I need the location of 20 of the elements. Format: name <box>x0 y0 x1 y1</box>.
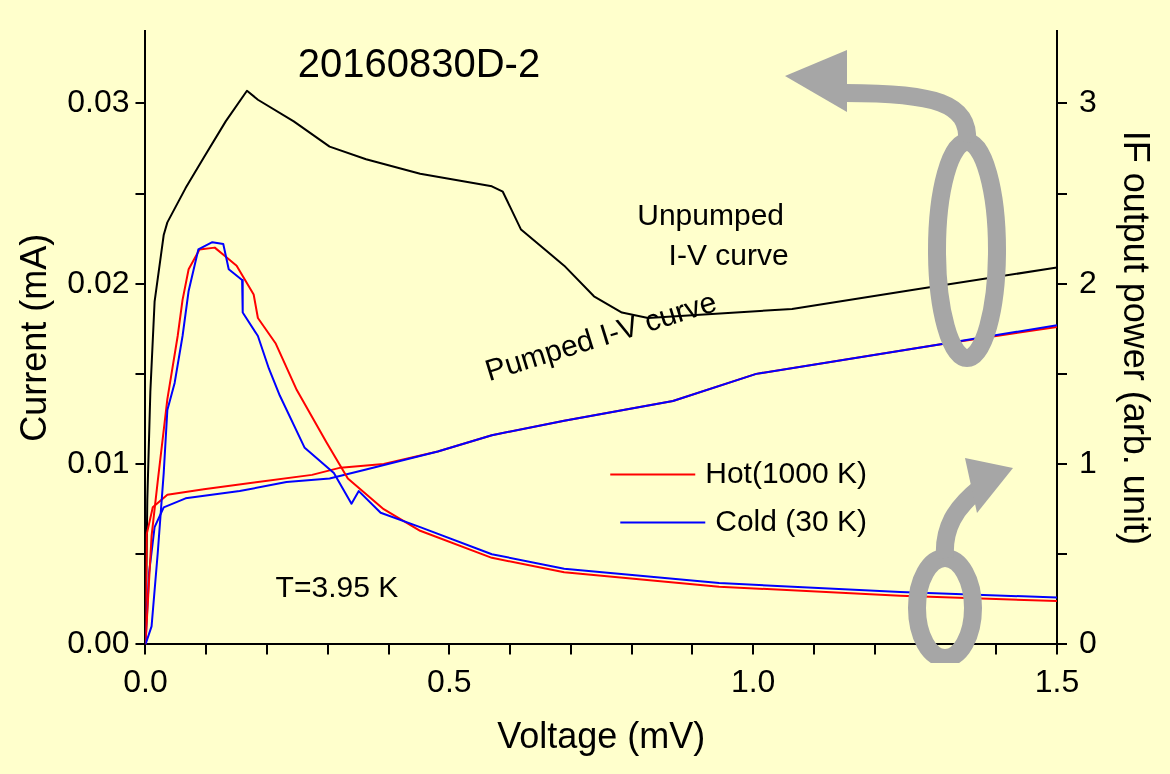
y-axis-title: Current (mA) <box>12 233 54 442</box>
x-tick-label: 0.0 <box>123 663 168 700</box>
y2-tick-label: 2 <box>1079 263 1097 300</box>
y2-tick-label: 3 <box>1079 83 1097 120</box>
chart-title: 20160830D-2 <box>297 41 541 86</box>
x-tick-label: 0.5 <box>427 663 472 700</box>
y2-tick-label: 0 <box>1079 624 1097 661</box>
y2-tick-label: 1 <box>1079 443 1097 480</box>
y-tick-label: 0.01 <box>67 443 130 480</box>
x-tick-label: 1.0 <box>730 663 776 700</box>
y2-axis-title: IF output power (arb. unit) <box>1116 130 1158 545</box>
annotation: T=3.95 K <box>275 570 399 604</box>
y-tick-label: 0.00 <box>67 624 130 661</box>
legend-label: Hot(1000 K) <box>705 455 868 489</box>
x-axis-title: Voltage (mV) <box>497 715 706 757</box>
x-tick-label: 1.5 <box>1034 663 1080 700</box>
annotation: Unpumped I-V curve <box>637 197 789 271</box>
legend-label: Cold (30 K) <box>715 503 868 537</box>
y-tick-label: 0.03 <box>67 83 130 120</box>
y-tick-label: 0.02 <box>67 263 130 300</box>
